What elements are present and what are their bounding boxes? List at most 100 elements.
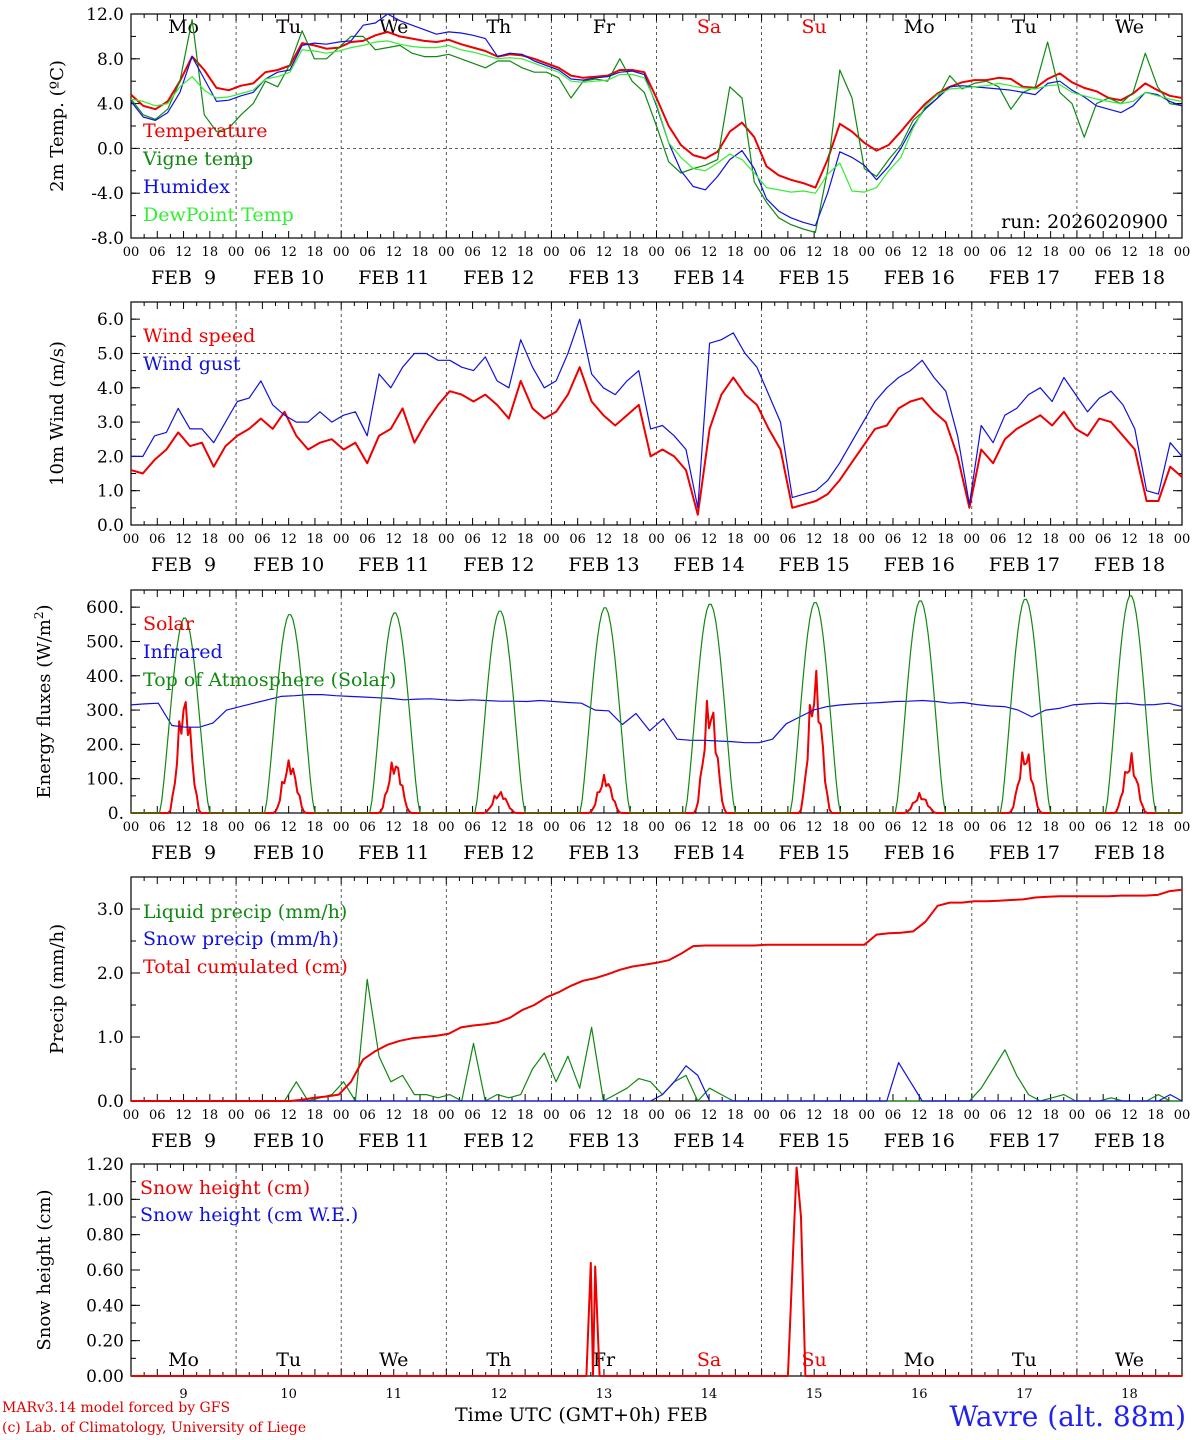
weekday-label: Su — [802, 1349, 827, 1371]
hour-label: 12 — [175, 1108, 192, 1123]
hour-label: 12 — [385, 245, 402, 260]
hour-label: 18 — [727, 820, 744, 835]
legend-entry: Snow height (cm) — [140, 1177, 310, 1199]
hour-label: 06 — [464, 245, 481, 260]
weekday-label: Tu — [276, 1349, 301, 1371]
hour-label: 06 — [780, 1108, 797, 1123]
date-label: FEB 18 — [1094, 1130, 1165, 1152]
hour-label: 06 — [569, 1108, 586, 1123]
hour-label: 00 — [858, 820, 875, 835]
hour-label: 12 — [280, 1108, 297, 1123]
hour-label: 06 — [990, 245, 1007, 260]
hour-label: 12 — [806, 820, 823, 835]
date-label: FEB 13 — [568, 267, 639, 289]
series-line — [130, 366, 1183, 516]
hour-label: 00 — [1174, 245, 1191, 260]
date-label: FEB 10 — [253, 1130, 324, 1152]
y-tick-label: 100. — [86, 770, 124, 790]
y-tick-label: 0.60 — [86, 1261, 124, 1281]
hour-label: 00 — [648, 245, 665, 260]
run-annotation: run: 2026020900 — [1001, 211, 1168, 233]
hour-label: 18 — [937, 1108, 954, 1123]
y-tick-label: 3.0 — [97, 900, 124, 920]
hour-label: 06 — [359, 1108, 376, 1123]
weekday-label: Mo — [904, 1349, 935, 1371]
hour-label: 12 — [911, 820, 928, 835]
weekday-label: Tu — [276, 16, 301, 38]
date-label: FEB 16 — [884, 842, 955, 864]
hour-label: 06 — [1095, 1108, 1112, 1123]
hour-label: 18 — [412, 532, 429, 547]
hour-label: 12 — [1016, 245, 1033, 260]
hour-label: 00 — [438, 1108, 455, 1123]
day-number-label: 16 — [911, 1387, 928, 1402]
y-tick-label: 4.0 — [97, 95, 124, 115]
hour-label: 00 — [1174, 532, 1191, 547]
hour-label: 18 — [937, 532, 954, 547]
date-label: FEB 10 — [253, 267, 324, 289]
weekday-label: Sa — [697, 16, 721, 38]
hour-label: 00 — [1174, 1108, 1191, 1123]
date-label: FEB 16 — [884, 267, 955, 289]
weekday-label: We — [1115, 1349, 1144, 1371]
hour-label: 18 — [412, 1108, 429, 1123]
hour-label: 12 — [1121, 532, 1138, 547]
hour-label: 18 — [727, 245, 744, 260]
date-label: FEB 11 — [358, 842, 429, 864]
hour-label: 18 — [517, 1108, 534, 1123]
hour-label: 18 — [727, 1108, 744, 1123]
day-number-label: 15 — [806, 1387, 823, 1402]
hour-label: 06 — [254, 820, 271, 835]
copyright-credit: (c) Lab. of Climatology, University of L… — [2, 1420, 307, 1436]
hour-label: 18 — [1147, 1108, 1164, 1123]
hour-label: 18 — [1042, 1108, 1059, 1123]
hour-label: 12 — [385, 1108, 402, 1123]
hour-label: 06 — [254, 532, 271, 547]
hour-label: 12 — [596, 1108, 613, 1123]
hour-label: 00 — [858, 1108, 875, 1123]
y-tick-label: 1.00 — [86, 1190, 124, 1210]
hour-label: 12 — [1016, 820, 1033, 835]
date-label: FEB 9 — [151, 554, 216, 576]
hour-label: 06 — [149, 245, 166, 260]
weekday-label: Tu — [1012, 16, 1037, 38]
date-label: FEB 11 — [358, 554, 429, 576]
hour-label: 18 — [1147, 532, 1164, 547]
hour-label: 18 — [202, 820, 219, 835]
hour-label: 12 — [385, 820, 402, 835]
legend-entry: Total cumulated (cm) — [143, 956, 348, 978]
hour-label: 06 — [254, 245, 271, 260]
date-label: FEB 14 — [673, 1130, 744, 1152]
date-label: FEB 15 — [779, 554, 850, 576]
hour-label: 18 — [832, 532, 849, 547]
day-number-label: 9 — [179, 1387, 187, 1402]
hour-label: 06 — [675, 1108, 692, 1123]
hour-label: 00 — [753, 245, 770, 260]
hour-label: 00 — [123, 245, 140, 260]
hour-label: 12 — [701, 820, 718, 835]
series-line — [130, 693, 1183, 744]
hour-label: 18 — [1042, 532, 1059, 547]
y-axis-title: 10m Wind (m/s) — [47, 341, 68, 486]
y-tick-label: 8.0 — [97, 50, 124, 70]
y-tick-label: 0.0 — [97, 139, 124, 159]
hour-label: 12 — [596, 532, 613, 547]
hour-label: 00 — [123, 820, 140, 835]
hour-label: 00 — [333, 820, 350, 835]
panel-frame-2 — [130, 589, 1183, 814]
hour-label: 06 — [359, 820, 376, 835]
hour-label: 12 — [911, 532, 928, 547]
day-number-label: 18 — [1121, 1387, 1138, 1402]
legend-entry: Wind gust — [143, 353, 241, 375]
hour-label: 06 — [149, 820, 166, 835]
hour-label: 12 — [280, 245, 297, 260]
hour-label: 12 — [280, 532, 297, 547]
y-axis-title-end: ) — [34, 604, 55, 611]
weekday-label: Th — [486, 1349, 511, 1371]
date-label: FEB 15 — [779, 1130, 850, 1152]
hour-label: 00 — [753, 1108, 770, 1123]
date-label: FEB 14 — [673, 842, 744, 864]
hour-label: 06 — [675, 245, 692, 260]
legend-entry: Temperature — [143, 120, 267, 142]
